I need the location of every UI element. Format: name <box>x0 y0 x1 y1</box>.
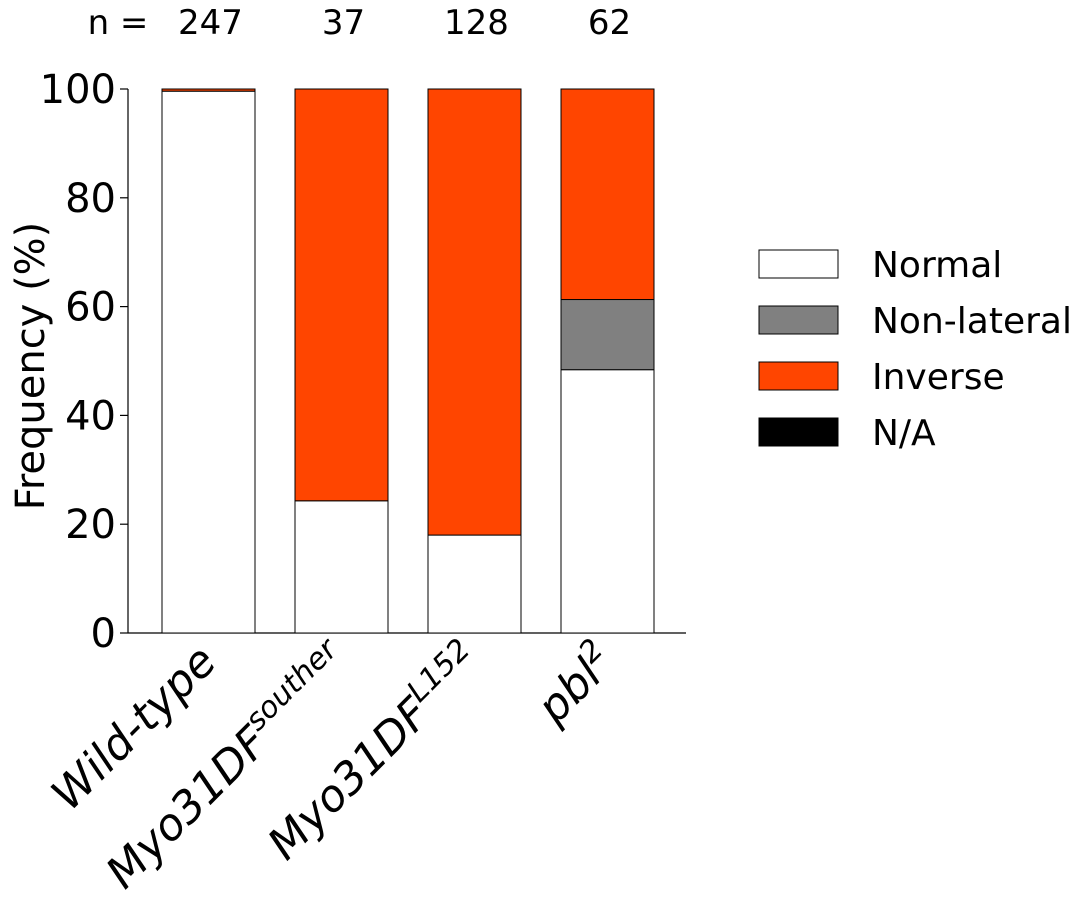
y-tick-label: 20 <box>65 502 116 548</box>
legend-label: Inverse <box>872 357 1005 398</box>
bar-segment-inverse <box>427 88 522 536</box>
legend-swatch-n-a <box>758 417 839 447</box>
legend-label: Non-lateral <box>872 301 1072 342</box>
n-value: 62 <box>588 3 631 43</box>
n-value: 128 <box>444 3 509 43</box>
bar-segment-normal <box>560 369 655 634</box>
y-ticks: 0 20 40 60 80 100 <box>40 67 128 657</box>
x-tick-label: pbl2 <box>523 632 625 734</box>
legend-label: Normal <box>872 245 1002 286</box>
sample-size-labels: n = 247 37 128 62 <box>88 3 632 43</box>
bar-segment-normal <box>427 534 522 634</box>
bar-segment-normal <box>294 500 389 634</box>
n-value: 247 <box>178 3 243 43</box>
y-axis-label: Frequency (%) <box>8 222 54 511</box>
bar-segment-inverse <box>161 88 256 92</box>
y-tick-label: 40 <box>65 393 116 439</box>
bars <box>161 88 655 634</box>
x-tick-label-superscript: souther <box>239 631 346 738</box>
legend-label: N/A <box>872 413 936 454</box>
bar-segment-normal <box>161 90 256 634</box>
n-value: 37 <box>322 3 365 43</box>
bar-segment-inverse <box>294 88 389 502</box>
legend-swatch-inverse <box>758 361 839 391</box>
legend: Normal Non-lateral Inverse N/A <box>758 245 1072 454</box>
y-tick-label: 60 <box>65 285 116 331</box>
bar-segment-inverse <box>560 88 655 301</box>
legend-swatch-normal <box>758 249 839 279</box>
n-label: n = <box>88 3 149 43</box>
y-tick-label: 80 <box>65 176 116 222</box>
y-tick-label: 100 <box>40 67 116 113</box>
legend-swatch-non-lateral <box>758 305 839 335</box>
bar-segment-non-lateral <box>560 299 655 371</box>
y-tick-label: 0 <box>91 611 116 657</box>
